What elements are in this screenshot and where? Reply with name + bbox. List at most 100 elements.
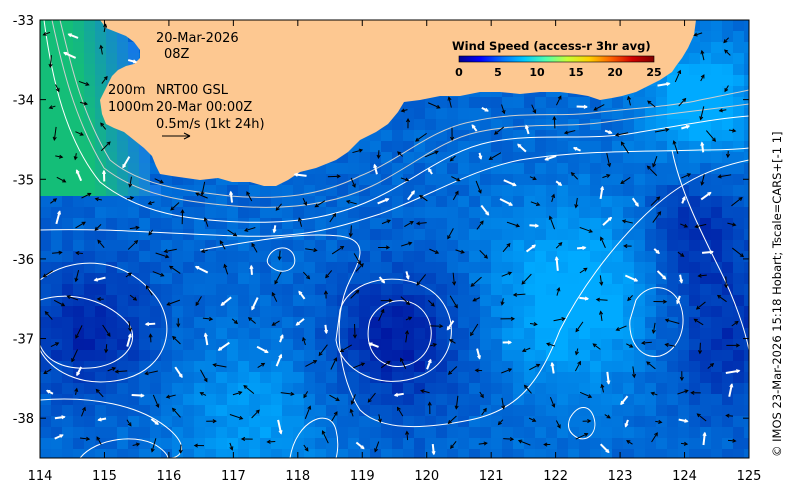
x-tick-label: 121: [479, 469, 504, 484]
current-arrow: [699, 342, 701, 354]
current-arrowhead: [85, 436, 91, 441]
current-arrowhead: [333, 357, 338, 362]
current-arrowhead: [501, 109, 506, 115]
current-arrowhead: [203, 332, 208, 337]
current-arrowhead: [229, 446, 234, 451]
current-arrow: [522, 347, 531, 352]
current-arrowhead: [415, 137, 420, 142]
current-arrowhead: [534, 223, 540, 228]
current-arrowhead: [385, 198, 390, 202]
current-arrow: [529, 176, 537, 180]
sst-contour: [335, 278, 452, 382]
current-arrowhead: [434, 150, 439, 155]
colorbar-ramp: [458, 55, 655, 63]
current-arrow: [164, 248, 177, 253]
current-arrowhead: [318, 351, 323, 357]
current-arrowhead: [554, 256, 559, 261]
current-arrow: [529, 364, 540, 371]
current-arrowhead: [297, 217, 302, 222]
current-arrow: [251, 409, 260, 419]
current-arrow: [256, 345, 269, 354]
current-arrowhead: [260, 362, 266, 367]
current-arrowhead: [212, 419, 217, 424]
current-arrowhead: [57, 210, 62, 215]
current-arrowhead: [483, 441, 488, 446]
current-arrowhead: [238, 391, 243, 395]
current-arrow: [555, 242, 563, 249]
current-arrow: [400, 296, 410, 305]
current-arrow: [302, 337, 306, 346]
current-arrowhead: [724, 284, 729, 289]
current-arrowhead: [552, 115, 557, 121]
current-arrow: [652, 322, 656, 334]
current-arrow: [400, 177, 409, 181]
current-arrowhead: [278, 430, 283, 435]
current-arrow: [352, 149, 363, 154]
current-arrowhead: [532, 176, 537, 181]
current-arrow: [579, 391, 592, 398]
current-arrowhead: [165, 394, 171, 399]
current-arrowhead: [570, 172, 575, 177]
current-arrow: [451, 176, 460, 182]
current-arrowhead: [598, 310, 604, 315]
annotation-product: NRT00 GSL: [156, 83, 229, 98]
plot-frame: [39, 19, 750, 459]
current-arrowhead: [114, 369, 119, 374]
current-arrow: [246, 191, 253, 202]
current-arrowhead: [454, 190, 459, 195]
current-arrowhead: [220, 301, 225, 306]
current-arrowhead: [605, 448, 610, 454]
sst-contour: [629, 287, 684, 357]
current-arrowhead: [71, 358, 75, 363]
current-arrowhead: [521, 348, 527, 353]
current-arrow: [632, 366, 635, 378]
current-arrowhead: [323, 290, 328, 295]
current-arrowhead: [543, 442, 548, 447]
current-arrowhead: [155, 403, 160, 409]
current-arrow: [257, 363, 265, 368]
current-arrow: [705, 130, 716, 142]
current-arrowhead: [677, 69, 682, 75]
current-arrowhead: [679, 279, 684, 284]
current-arrowhead: [434, 250, 440, 254]
sst-contour: [79, 438, 169, 458]
current-arrowhead: [298, 290, 303, 295]
current-arrow: [647, 165, 658, 176]
current-arrowhead: [335, 397, 340, 401]
current-arrow: [100, 45, 103, 55]
credit-text: © IMOS 23-Mar-2026 15:18 Hobart; Tscale=…: [770, 131, 784, 457]
current-arrowhead: [735, 343, 741, 348]
current-arrowhead: [521, 280, 526, 285]
current-arrowhead: [626, 440, 631, 444]
current-arrowhead: [368, 342, 373, 347]
current-arrow: [53, 299, 65, 307]
current-arrow: [502, 243, 511, 253]
current-arrow: [448, 97, 452, 108]
current-arrow: [622, 220, 633, 224]
current-arrowhead: [251, 242, 256, 247]
current-arrowhead: [203, 378, 208, 383]
current-arrowhead: [599, 281, 604, 286]
current-arrow: [355, 263, 364, 272]
current-arrowhead: [684, 389, 689, 394]
current-arrow: [620, 395, 629, 405]
current-arrowhead: [249, 264, 254, 270]
current-arrow: [101, 76, 108, 84]
current-arrow: [656, 270, 667, 280]
current-arrow: [596, 298, 608, 301]
current-arrowhead: [556, 287, 561, 292]
current-arrowhead: [583, 267, 588, 272]
current-arrowhead: [321, 430, 326, 435]
current-arrowhead: [640, 340, 646, 345]
current-arrowhead: [274, 280, 279, 285]
colorbar-tick-label: 10: [529, 66, 545, 79]
current-arrowhead: [165, 254, 170, 259]
current-arrowhead: [160, 272, 165, 277]
current-arrowhead: [154, 420, 159, 425]
annotation-contour-200: 200m: [108, 83, 145, 98]
current-arrowhead: [623, 243, 628, 249]
current-arrowhead: [732, 222, 737, 227]
current-arrow: [731, 321, 739, 327]
current-arrow: [426, 359, 432, 370]
current-arrow: [100, 122, 107, 130]
